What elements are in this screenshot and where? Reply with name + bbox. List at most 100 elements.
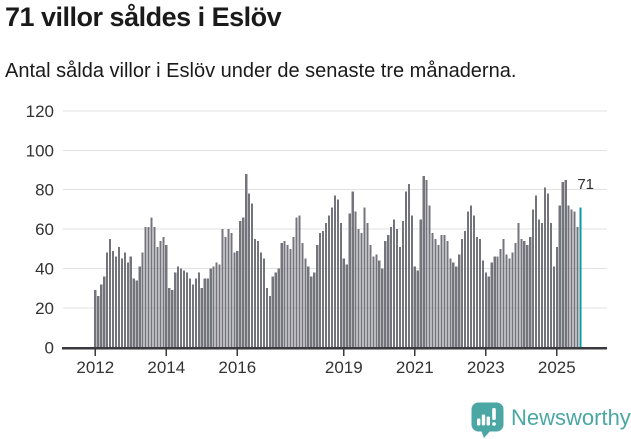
bar [322,231,325,348]
bar [324,223,328,348]
brand-footer: Newsworthy [471,402,631,438]
bar [242,217,245,348]
bar [348,213,351,348]
bar [404,191,408,348]
bar [390,227,393,348]
bar [301,242,304,348]
bar [197,272,200,348]
bar [126,262,129,348]
bar [410,215,413,348]
bar [535,195,538,348]
bar [381,268,384,348]
bar [245,173,248,348]
bar [251,203,254,348]
bar [342,258,345,348]
bar [395,229,399,348]
bar [177,266,180,348]
bar [496,256,499,348]
bar [94,290,97,348]
bar [484,272,487,348]
bar [304,258,307,348]
bar [526,244,529,348]
bar [481,260,484,348]
bar [103,276,106,348]
bar [416,270,419,348]
bar [100,284,103,348]
chart-subtitle: Antal sålda villor i Eslöv under de sena… [5,60,517,82]
y-tick-label: 120 [26,102,54,121]
bar [236,250,239,348]
bar [248,193,251,348]
bar [114,256,118,348]
y-tick-label: 100 [26,141,54,160]
bar [268,296,271,348]
bar [259,252,263,348]
bar [555,246,558,348]
bar [487,276,490,348]
bar [490,262,493,348]
bar [227,229,230,348]
bar [413,266,416,348]
bar [446,240,449,348]
bar [230,233,233,348]
bar [437,244,440,348]
bar [475,236,479,348]
bar [529,236,532,348]
bar [336,199,339,348]
bar [253,238,257,348]
bar [310,276,313,348]
bar [499,248,502,348]
bar [224,236,227,348]
bar [206,278,209,348]
bar [156,246,159,348]
bar [274,272,277,348]
x-tick-label: 2021 [396,358,434,377]
bar [239,221,242,348]
bar [360,233,363,348]
bar [188,278,192,348]
bar [387,235,390,348]
bar [277,268,280,348]
bar [138,266,141,348]
bar [286,244,289,348]
bar [185,272,189,348]
bar [165,244,168,348]
bar [319,233,322,348]
bar [478,238,481,348]
bar [393,219,396,348]
bar [180,268,183,348]
bar [132,278,135,348]
bar [307,266,310,348]
bar [431,233,434,348]
bar [502,238,505,348]
x-tick-label: 2014 [147,358,185,377]
bar [168,288,171,348]
bar [162,236,165,348]
newsworthy-logo-icon [471,402,504,438]
bar [561,181,564,348]
bar [455,266,458,348]
bar [434,238,437,348]
bar [333,195,337,348]
y-tick-label: 20 [35,299,54,318]
bar [262,258,266,348]
bar [117,246,121,348]
page-title: 71 villor såldes i Eslöv [5,2,282,32]
bar [194,278,197,348]
bar [111,250,115,348]
bar [354,211,357,348]
bar [573,211,576,348]
bar [378,260,381,348]
bar [109,238,112,348]
bar [440,235,443,348]
bar [552,266,555,348]
bar [174,272,177,348]
y-tick-label: 40 [35,260,54,279]
bar [330,207,334,348]
x-tick-label: 2016 [218,358,256,377]
bar [316,244,319,348]
bar [153,227,156,348]
bar [280,242,283,348]
bar [271,276,274,348]
